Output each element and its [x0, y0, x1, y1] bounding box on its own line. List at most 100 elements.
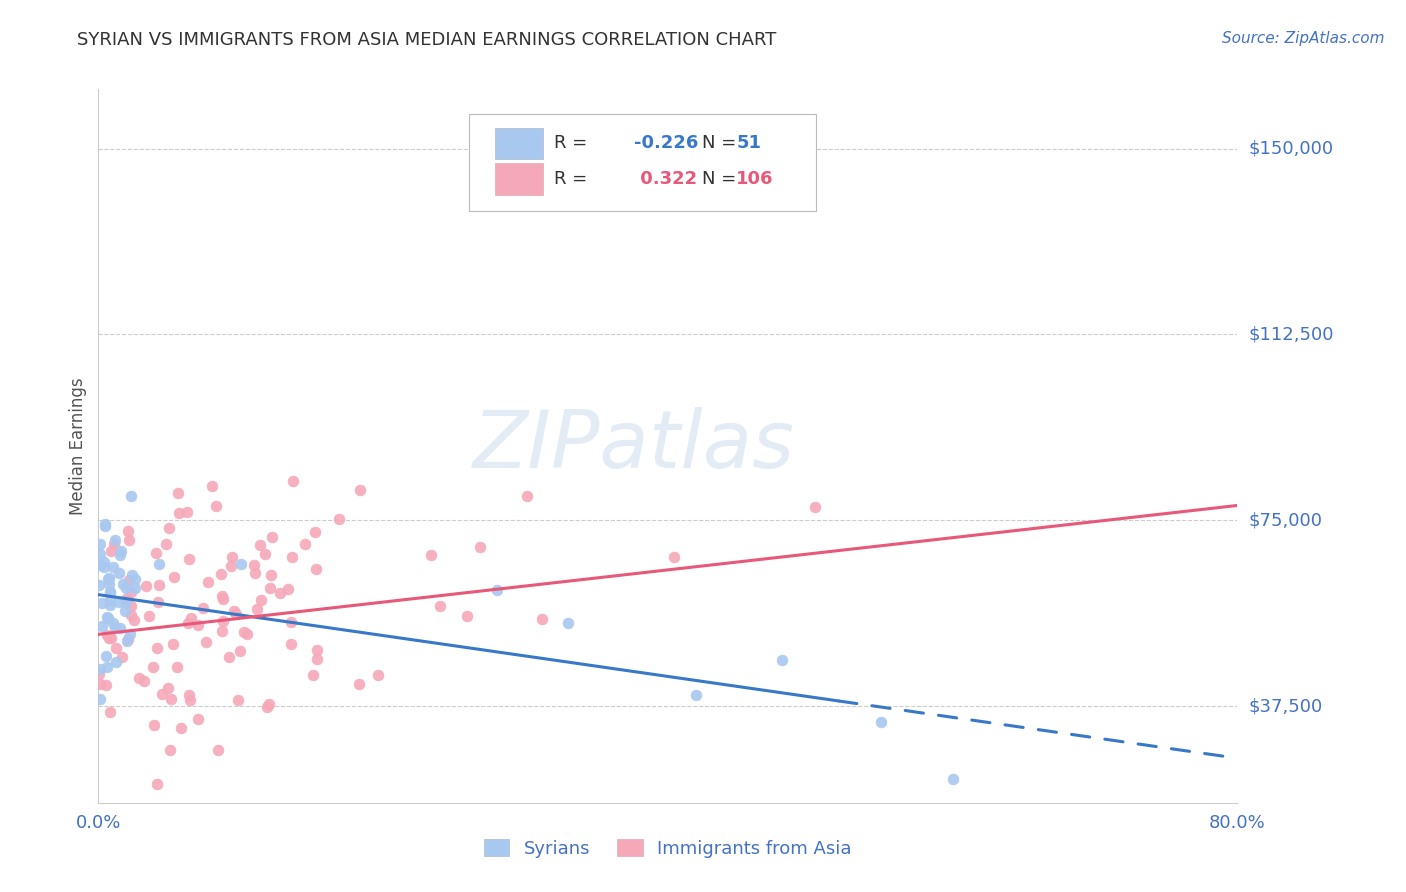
Point — [243, 566, 266, 581]
Point — [305, 652, 328, 666]
Point — [93, 516, 115, 531]
Point — [111, 577, 134, 591]
Point — [207, 743, 229, 757]
Point — [146, 640, 169, 655]
Text: 106: 106 — [737, 170, 773, 188]
Point — [269, 586, 291, 600]
Point — [229, 643, 252, 657]
Point — [97, 632, 120, 646]
Point — [249, 537, 271, 551]
Point — [105, 640, 128, 655]
Point — [93, 555, 115, 569]
Point — [115, 581, 138, 595]
Point — [98, 598, 121, 612]
Point — [531, 612, 554, 626]
Point — [89, 676, 111, 690]
Point — [191, 600, 214, 615]
Point — [804, 500, 827, 515]
Point — [148, 595, 170, 609]
Point — [429, 599, 451, 613]
Point — [121, 567, 143, 582]
Point — [148, 557, 170, 571]
Point — [110, 544, 132, 558]
Point — [205, 500, 228, 514]
Legend: Syrians, Immigrants from Asia: Syrians, Immigrants from Asia — [477, 832, 859, 865]
Point — [91, 596, 114, 610]
Point — [179, 693, 201, 707]
Point — [108, 566, 131, 580]
Point — [118, 626, 141, 640]
Point — [664, 550, 686, 565]
Point — [114, 604, 136, 618]
Point — [96, 660, 118, 674]
Point — [97, 572, 120, 586]
Point — [115, 594, 138, 608]
Point — [108, 549, 131, 563]
Point — [260, 530, 283, 544]
Point — [770, 653, 793, 667]
Point — [89, 662, 111, 676]
Point — [221, 549, 243, 564]
Point — [456, 608, 478, 623]
Point — [305, 562, 328, 576]
Point — [98, 585, 121, 599]
Point — [194, 634, 217, 648]
Point — [120, 599, 142, 614]
Point — [228, 693, 250, 707]
Point — [105, 656, 128, 670]
Point — [176, 506, 198, 520]
Point — [281, 549, 304, 564]
Text: R =: R = — [554, 170, 588, 188]
FancyBboxPatch shape — [495, 128, 543, 159]
Point — [124, 572, 146, 586]
Point — [557, 615, 579, 630]
Point — [91, 619, 114, 633]
Point — [516, 489, 538, 503]
Point — [120, 608, 142, 623]
Text: 0.322: 0.322 — [634, 170, 697, 188]
Point — [236, 627, 259, 641]
Text: -0.226: -0.226 — [634, 135, 697, 153]
Point — [179, 552, 201, 566]
Point — [124, 582, 146, 596]
Point — [94, 677, 117, 691]
Point — [257, 697, 280, 711]
Point — [170, 722, 193, 736]
Point — [94, 649, 117, 664]
Text: N =: N = — [702, 135, 737, 153]
Point — [122, 613, 145, 627]
Point — [420, 548, 443, 562]
Point — [103, 537, 125, 551]
Point — [177, 615, 200, 630]
Point — [225, 607, 247, 621]
Point — [120, 584, 142, 599]
Point — [93, 518, 115, 533]
Point — [260, 568, 283, 582]
Point — [249, 593, 271, 607]
Text: N =: N = — [702, 170, 737, 188]
Point — [110, 621, 132, 635]
Point — [280, 615, 302, 629]
Point — [211, 589, 233, 603]
Point — [134, 674, 156, 689]
Point — [100, 544, 122, 558]
Point — [685, 688, 707, 702]
Point — [328, 512, 350, 526]
Point — [146, 777, 169, 791]
Point — [98, 593, 121, 607]
Text: ZIPatlas: ZIPatlas — [472, 407, 794, 485]
Point — [89, 692, 111, 706]
Text: R =: R = — [554, 135, 588, 153]
Point — [187, 617, 209, 632]
Point — [201, 478, 224, 492]
Point — [280, 637, 302, 651]
Text: $37,500: $37,500 — [1249, 698, 1323, 715]
Point — [242, 558, 264, 573]
Point — [98, 571, 121, 585]
Point — [209, 566, 232, 581]
Point — [277, 582, 299, 597]
Point — [211, 624, 233, 638]
Point — [120, 489, 142, 503]
Point — [104, 533, 127, 547]
Point — [101, 559, 124, 574]
